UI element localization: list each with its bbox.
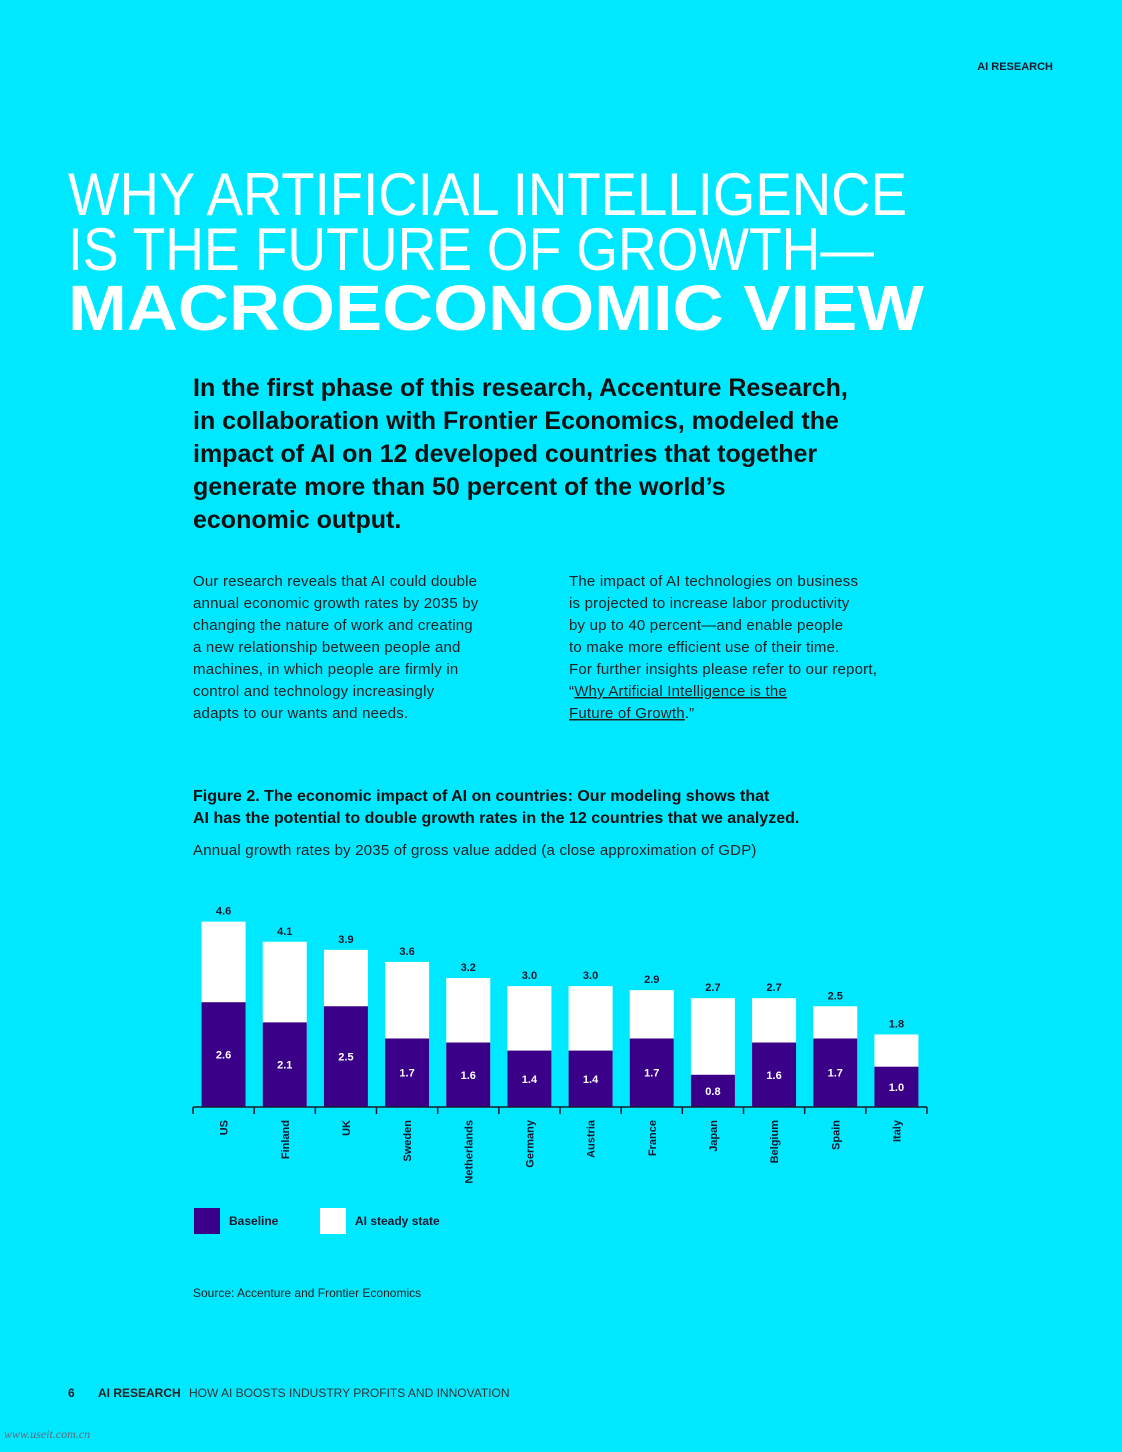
data-label: 2.7	[705, 982, 720, 994]
data-label: 2.5	[828, 990, 843, 1002]
data-label: 1.7	[399, 1068, 414, 1080]
data-label: 3.2	[461, 962, 476, 974]
legend-swatch	[320, 1208, 346, 1234]
bar	[629, 1038, 674, 1107]
text-line: annual economic growth rates by 2035 by	[193, 595, 479, 612]
quote: “	[569, 683, 574, 700]
data-label: 2.6	[216, 1050, 231, 1062]
x-tick-label: Japan	[708, 1120, 720, 1152]
x-tick-label: UK	[341, 1120, 353, 1136]
data-label: 2.9	[644, 974, 659, 986]
chart-title: AI has the potential to double growth ra…	[193, 810, 799, 827]
report-link[interactable]: Why Artificial Intelligence is the	[574, 683, 787, 700]
x-tick-label: Belgium	[769, 1120, 781, 1164]
x-tick-label: Italy	[891, 1119, 903, 1142]
data-label: 2.5	[338, 1052, 353, 1064]
text-line: a new relationship between people and	[193, 639, 461, 656]
report-link[interactable]: Future of Growth	[569, 705, 685, 722]
data-label: 1.4	[583, 1074, 599, 1086]
title-line: IS THE FUTURE OF GROWTH—	[68, 216, 874, 283]
footer-page: 6	[68, 1386, 75, 1400]
chart: 2.6 2.1 2.5 1.7 1.6 1.4 1.4 1.7 0.8 1.6 1.7 1.0 4.6 4…	[192, 906, 928, 1234]
data-label: 0.8	[705, 1086, 720, 1098]
quote: .”	[685, 705, 695, 722]
legend-swatch	[194, 1208, 220, 1234]
text-line: In the first phase of this research, Acc…	[193, 374, 848, 402]
text-line: to make more efficient use of their time…	[569, 639, 840, 656]
x-tick-label: Netherlands	[463, 1120, 475, 1184]
data-label: 4.1	[277, 926, 292, 938]
text-line: by up to 40 percent—and enable people	[569, 617, 843, 634]
data-label: 1.6	[461, 1070, 476, 1082]
data-label: 1.0	[889, 1082, 904, 1094]
bar	[446, 1042, 491, 1107]
title-line: WHY ARTIFICIAL INTELLIGENCE	[68, 161, 907, 228]
text-line: in collaboration with Frontier Economics…	[193, 407, 839, 435]
bar	[813, 1038, 858, 1107]
footer-subtitle: HOW AI BOOSTS INDUSTRY PROFITS AND INNOV…	[189, 1386, 509, 1400]
chart-subtitle: Annual growth rates by 2035 of gross val…	[193, 842, 757, 859]
text-line: Our research reveals that AI could doubl…	[193, 573, 477, 590]
body-link-line: “Why Artificial Intelligence is the	[569, 683, 787, 700]
bar	[752, 1042, 797, 1107]
chart-title: Figure 2. The economic impact of AI on c…	[193, 788, 770, 805]
body-right: The impact of AI technologies on busines…	[569, 573, 877, 678]
bar	[568, 1050, 613, 1107]
data-label: 1.8	[889, 1018, 904, 1030]
text-line: changing the nature of work and creating	[193, 617, 473, 634]
bar	[201, 1002, 246, 1107]
x-tick-label: France	[647, 1120, 659, 1156]
header-section: AI RESEARCH	[977, 61, 1053, 73]
text-line: control and technology increasingly	[193, 683, 435, 700]
text-line: adapts to our wants and needs.	[193, 705, 408, 722]
data-label: 1.7	[644, 1068, 659, 1080]
title-emphasis: MACROECONOMIC VIEW	[68, 272, 925, 344]
legend-label: AI steady state	[355, 1214, 440, 1228]
text-line: machines, in which people are firmly in	[193, 661, 458, 678]
text-line: The impact of AI technologies on busines…	[569, 573, 858, 590]
x-tick-label: Spain	[830, 1120, 842, 1150]
text-line: For further insights please refer to our…	[569, 661, 877, 678]
data-label: 1.6	[766, 1070, 781, 1082]
footer-section: AI RESEARCH	[98, 1386, 181, 1400]
x-tick-label: Germany	[524, 1119, 536, 1168]
data-label: 4.6	[216, 906, 231, 918]
x-tick-label: Austria	[586, 1119, 598, 1158]
source: Source: Accenture and Frontier Economics	[193, 1286, 421, 1300]
text-line: is projected to increase labor productiv…	[569, 595, 850, 612]
data-label: 1.4	[522, 1074, 538, 1086]
bar	[690, 1074, 735, 1107]
bar	[874, 1066, 919, 1107]
x-tick-label: Finland	[280, 1120, 292, 1159]
data-label: 3.9	[338, 934, 353, 946]
bar	[323, 1006, 368, 1107]
intro: In the first phase of this research, Acc…	[193, 374, 848, 534]
data-label: 1.7	[828, 1068, 843, 1080]
data-label: 3.6	[399, 946, 414, 958]
body-left: Our research reveals that AI could doubl…	[193, 573, 479, 722]
text-line: generate more than 50 percent of the wor…	[193, 473, 726, 501]
watermark: www.useit.com.cn	[4, 1427, 90, 1441]
bar	[262, 1022, 307, 1107]
bar	[507, 1050, 552, 1107]
x-tick-label: Sweden	[402, 1120, 414, 1162]
data-label: 3.0	[522, 970, 537, 982]
data-label: 2.7	[766, 982, 781, 994]
text-line: impact of AI on 12 developed countries t…	[193, 440, 817, 468]
bar	[385, 1038, 430, 1107]
legend-label: Baseline	[229, 1214, 279, 1228]
data-label: 2.1	[277, 1060, 292, 1072]
text-line: economic output.	[193, 506, 401, 534]
data-label: 3.0	[583, 970, 598, 982]
x-tick-label: US	[219, 1120, 231, 1135]
body-link-line: Future of Growth.”	[569, 705, 694, 722]
